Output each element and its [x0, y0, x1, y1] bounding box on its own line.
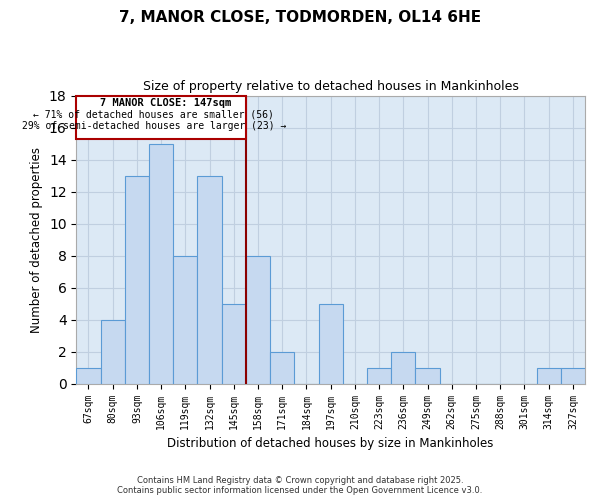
FancyBboxPatch shape	[76, 96, 246, 139]
Bar	[197, 176, 221, 384]
Bar	[149, 144, 173, 384]
Text: 29% of semi-detached houses are larger (23) →: 29% of semi-detached houses are larger (…	[22, 121, 286, 131]
Bar	[391, 352, 415, 384]
Y-axis label: Number of detached properties: Number of detached properties	[31, 146, 43, 332]
Bar	[246, 256, 270, 384]
Bar	[319, 304, 343, 384]
Text: 7 MANOR CLOSE: 147sqm: 7 MANOR CLOSE: 147sqm	[100, 98, 232, 108]
Bar	[367, 368, 391, 384]
Bar	[125, 176, 149, 384]
Bar	[270, 352, 295, 384]
Bar	[415, 368, 440, 384]
X-axis label: Distribution of detached houses by size in Mankinholes: Distribution of detached houses by size …	[167, 437, 494, 450]
Bar	[76, 368, 101, 384]
Text: 7, MANOR CLOSE, TODMORDEN, OL14 6HE: 7, MANOR CLOSE, TODMORDEN, OL14 6HE	[119, 10, 481, 25]
Bar	[221, 304, 246, 384]
Bar	[561, 368, 585, 384]
Title: Size of property relative to detached houses in Mankinholes: Size of property relative to detached ho…	[143, 80, 518, 93]
Text: Contains HM Land Registry data © Crown copyright and database right 2025.
Contai: Contains HM Land Registry data © Crown c…	[118, 476, 482, 495]
Text: ← 71% of detached houses are smaller (56): ← 71% of detached houses are smaller (56…	[34, 109, 274, 119]
Bar	[101, 320, 125, 384]
Bar	[536, 368, 561, 384]
Bar	[173, 256, 197, 384]
